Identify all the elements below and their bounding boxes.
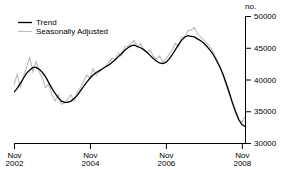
plot: 3000035000400004500050000Nov2002Nov2004N… bbox=[6, 2, 277, 168]
tick: 35000 bbox=[245, 107, 277, 116]
tick-label: 35000 bbox=[254, 107, 277, 116]
tick: 45000 bbox=[245, 44, 277, 53]
x-axis: Nov2002Nov2004Nov2006Nov2008 bbox=[6, 143, 252, 168]
tick-mark bbox=[245, 111, 251, 112]
legend-swatch bbox=[18, 22, 32, 23]
tick-label: Nov2004 bbox=[82, 151, 100, 169]
series-line bbox=[14, 27, 245, 122]
tick-label-line: 2008 bbox=[233, 159, 251, 168]
tick: Nov2006 bbox=[157, 143, 175, 168]
tick: 50000 bbox=[245, 12, 277, 21]
tick-mark bbox=[90, 143, 91, 149]
chart: 3000035000400004500050000Nov2002Nov2004N… bbox=[0, 0, 283, 170]
tick: Nov2008 bbox=[233, 143, 251, 168]
tick: 40000 bbox=[245, 76, 277, 85]
tick-label: 30000 bbox=[254, 139, 277, 148]
tick-label-line: Nov bbox=[235, 151, 249, 160]
axis-line bbox=[15, 143, 246, 144]
tick-mark bbox=[245, 80, 251, 81]
tick: 30000 bbox=[245, 139, 277, 148]
tick: Nov2004 bbox=[82, 143, 100, 168]
tick-label: Nov2006 bbox=[157, 151, 175, 169]
tick-mark bbox=[245, 16, 251, 17]
series-line bbox=[14, 36, 245, 127]
tick-label: 50000 bbox=[254, 12, 277, 21]
legend: TrendSeasonally Adjusted bbox=[18, 18, 108, 36]
tick-mark bbox=[14, 143, 15, 149]
y-axis: 30000 35000 40000 45000 50000 bbox=[245, 12, 277, 148]
legend-label: Seasonally Adjusted bbox=[36, 27, 108, 36]
tick-label-line: 2002 bbox=[6, 159, 24, 168]
tick-label-line: 2004 bbox=[82, 159, 100, 168]
tick-label-line: Nov bbox=[159, 151, 173, 160]
legend-label: Trend bbox=[36, 18, 57, 27]
y-axis-label: no. bbox=[245, 2, 256, 11]
tick: Nov2002 bbox=[6, 143, 24, 168]
tick-label-line: Nov bbox=[7, 151, 21, 160]
tick-mark bbox=[245, 48, 251, 49]
marks bbox=[14, 27, 245, 126]
tick-label-line: Nov bbox=[83, 151, 97, 160]
legend-swatch bbox=[18, 31, 32, 32]
tick-label: Nov2002 bbox=[6, 151, 24, 169]
tick-label: 45000 bbox=[254, 44, 277, 53]
tick-label: 40000 bbox=[254, 76, 277, 85]
tick-label-line: 2006 bbox=[157, 159, 175, 168]
tick-mark bbox=[166, 143, 167, 149]
legend-item: Trend bbox=[18, 18, 57, 27]
tick-mark bbox=[245, 143, 251, 144]
tick-label: Nov2008 bbox=[233, 151, 251, 169]
tick-mark bbox=[242, 143, 243, 149]
legend-item: Seasonally Adjusted bbox=[18, 27, 108, 36]
